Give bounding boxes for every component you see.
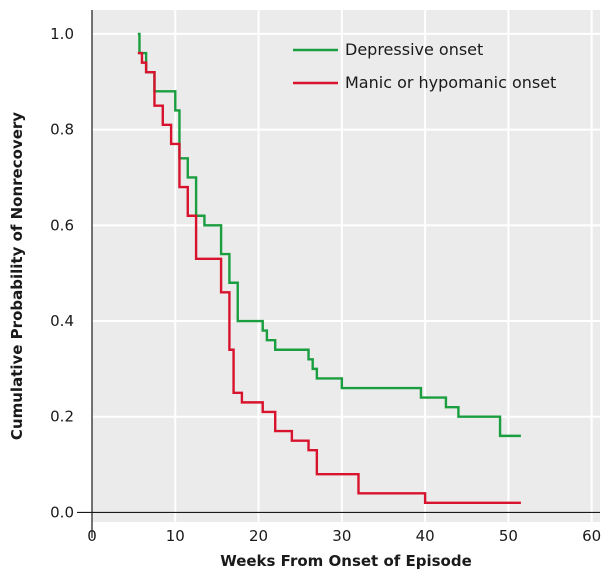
x-tick-label: 10: [166, 527, 185, 545]
legend-label: Manic or hypomanic onset: [345, 73, 556, 92]
gridlines: [92, 10, 600, 522]
legend-label: Depressive onset: [345, 40, 483, 59]
x-tick-label: 60: [582, 527, 601, 545]
legend: Depressive onset Manic or hypomanic onset: [293, 40, 556, 92]
series-line-manic-hypomanic-onset: [137, 51, 521, 505]
y-tick-label: 1.0: [50, 25, 74, 43]
y-tick-label: 0.8: [50, 121, 74, 139]
y-tick-label: 0.2: [50, 408, 74, 426]
series-lines: [137, 32, 521, 505]
x-tick-label: 40: [416, 527, 435, 545]
tick-labels: 0 10 20 30 40 50 60 0.0 0.2 0.4 0.6 0.8 1.0: [50, 25, 601, 545]
x-tick-label: 0: [87, 527, 97, 545]
y-tick-label: 0.0: [50, 503, 74, 521]
x-axis-title: Weeks From Onset of Episode: [220, 552, 472, 570]
x-tick-label: 30: [332, 527, 351, 545]
axes: [77, 10, 600, 538]
x-tick-label: 20: [249, 527, 268, 545]
y-tick-label: 0.6: [50, 216, 74, 234]
x-tick-label: 50: [499, 527, 518, 545]
y-tick-label: 0.4: [50, 312, 74, 330]
y-axis-title: Cumulative Probability of Nonrecovery: [8, 112, 26, 440]
series-line-depressive-onset: [137, 32, 521, 438]
